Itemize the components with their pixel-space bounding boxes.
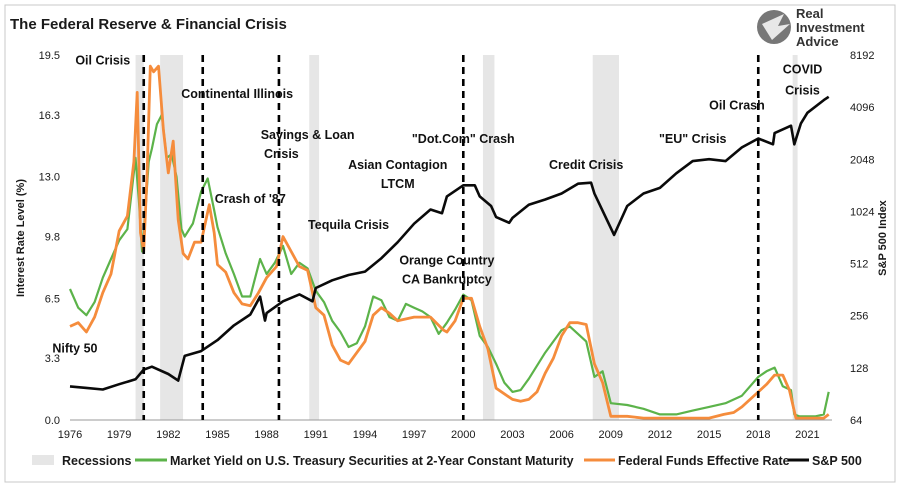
y-tick-left-label-1: 3.3 xyxy=(45,353,60,365)
annotation-9: Oil Crash xyxy=(709,98,765,112)
y-tick-left-label-3: 9.8 xyxy=(45,232,60,244)
y-tick-right-label-2: 256 xyxy=(850,311,868,323)
logo-line-2: Investment xyxy=(796,20,865,35)
crisis-layer xyxy=(142,55,760,420)
annotation-6: LTCM xyxy=(381,177,415,191)
annotation-0: Oil Crisis xyxy=(75,53,130,67)
legend-label-sp500: S&P 500 xyxy=(812,454,862,468)
y-tick-right-label-5: 2048 xyxy=(850,154,874,166)
annotation-8: "EU" Crisis xyxy=(659,132,726,146)
x-tick-label-3: 1985 xyxy=(205,429,229,441)
annotation-5: Asian Contagion xyxy=(348,158,447,172)
tick-layer: 1976 1979 1982 1985 1988 1991 1994 1997 2000 2003… xyxy=(39,50,875,441)
annotation-16: Nifty 50 xyxy=(52,342,97,356)
y-tick-right-label-3: 512 xyxy=(850,259,868,271)
annotation-10: COVID xyxy=(783,63,823,77)
y-tick-left-label-0: 0.0 xyxy=(45,415,60,427)
annotation-3: Crisis xyxy=(264,147,299,161)
recession-layer xyxy=(135,55,798,420)
x-tick-label-15: 2021 xyxy=(795,429,819,441)
y-tick-right-label-4: 1024 xyxy=(850,206,874,218)
legend-swatch-recessions xyxy=(32,455,54,465)
logo-line-3: Advice xyxy=(796,34,839,49)
chart-frame xyxy=(4,4,896,483)
x-tick-label-5: 1991 xyxy=(304,429,328,441)
annotation-15: CA Bankruptcy xyxy=(402,272,492,286)
annotation-14: Orange Country xyxy=(399,254,494,268)
legend-label-treasury: Market Yield on U.S. Treasury Securities… xyxy=(170,454,574,468)
x-tick-label-14: 2018 xyxy=(746,429,770,441)
x-tick-label-10: 2006 xyxy=(549,429,573,441)
y-tick-right-label-0: 64 xyxy=(850,415,862,427)
y-tick-right-label-1: 128 xyxy=(850,363,868,375)
legend-label-fedfunds: Federal Funds Effective Rate xyxy=(618,454,790,468)
x-tick-label-0: 1976 xyxy=(58,429,82,441)
x-tick-label-2: 1982 xyxy=(156,429,180,441)
y-tick-left-label-4: 13.0 xyxy=(39,172,60,184)
series-line-fedfunds xyxy=(69,64,830,420)
logo-line-1: Real xyxy=(796,6,823,21)
y-tick-right-label-7: 8192 xyxy=(850,50,874,62)
recession-band-2 xyxy=(309,55,320,420)
annotation-13: Tequila Crisis xyxy=(308,218,389,232)
recession-band-0 xyxy=(135,55,144,420)
logo: Real Investment Advice xyxy=(757,6,865,49)
chart-title: The Federal Reserve & Financial Crisis xyxy=(10,16,287,33)
x-tick-label-4: 1988 xyxy=(254,429,278,441)
annotation-4: "Dot.Com" Crash xyxy=(412,132,515,146)
x-tick-label-8: 2000 xyxy=(451,429,475,441)
x-tick-label-12: 2012 xyxy=(648,429,672,441)
logo-eagle-wing-icon xyxy=(762,14,790,40)
x-tick-label-6: 1994 xyxy=(353,429,377,441)
y-axis-label-left: Interest Rate Level (%) xyxy=(15,179,27,297)
x-tick-label-11: 2009 xyxy=(599,429,623,441)
recession-band-4 xyxy=(592,55,619,420)
x-tick-label-13: 2015 xyxy=(697,429,721,441)
y-tick-left-label-6: 19.5 xyxy=(39,50,60,62)
legend-label-recessions: Recessions xyxy=(62,454,132,468)
y-tick-left-label-5: 16.3 xyxy=(39,110,60,122)
y-axis-label-right: S&P 500 Index xyxy=(877,199,889,275)
legend: Recessions Market Yield on U.S. Treasury… xyxy=(32,454,862,468)
annotation-11: Crisis xyxy=(785,83,820,97)
x-tick-label-1: 1979 xyxy=(107,429,131,441)
y-tick-left-label-2: 6.5 xyxy=(45,293,60,305)
y-tick-right-label-6: 4096 xyxy=(850,102,874,114)
annotation-12: Crash of '87 xyxy=(215,192,286,206)
annotation-1: Continental Illinois xyxy=(181,87,293,101)
annotation-layer: Oil Crisis Continental Illinois Savings & … xyxy=(52,53,822,355)
annotation-2: Savings & Loan xyxy=(261,128,355,142)
x-tick-label-9: 2003 xyxy=(500,429,524,441)
annotation-7: Credit Crisis xyxy=(549,158,623,172)
recession-band-5 xyxy=(792,55,798,420)
x-tick-label-7: 1997 xyxy=(402,429,426,441)
recession-band-3 xyxy=(482,55,495,420)
